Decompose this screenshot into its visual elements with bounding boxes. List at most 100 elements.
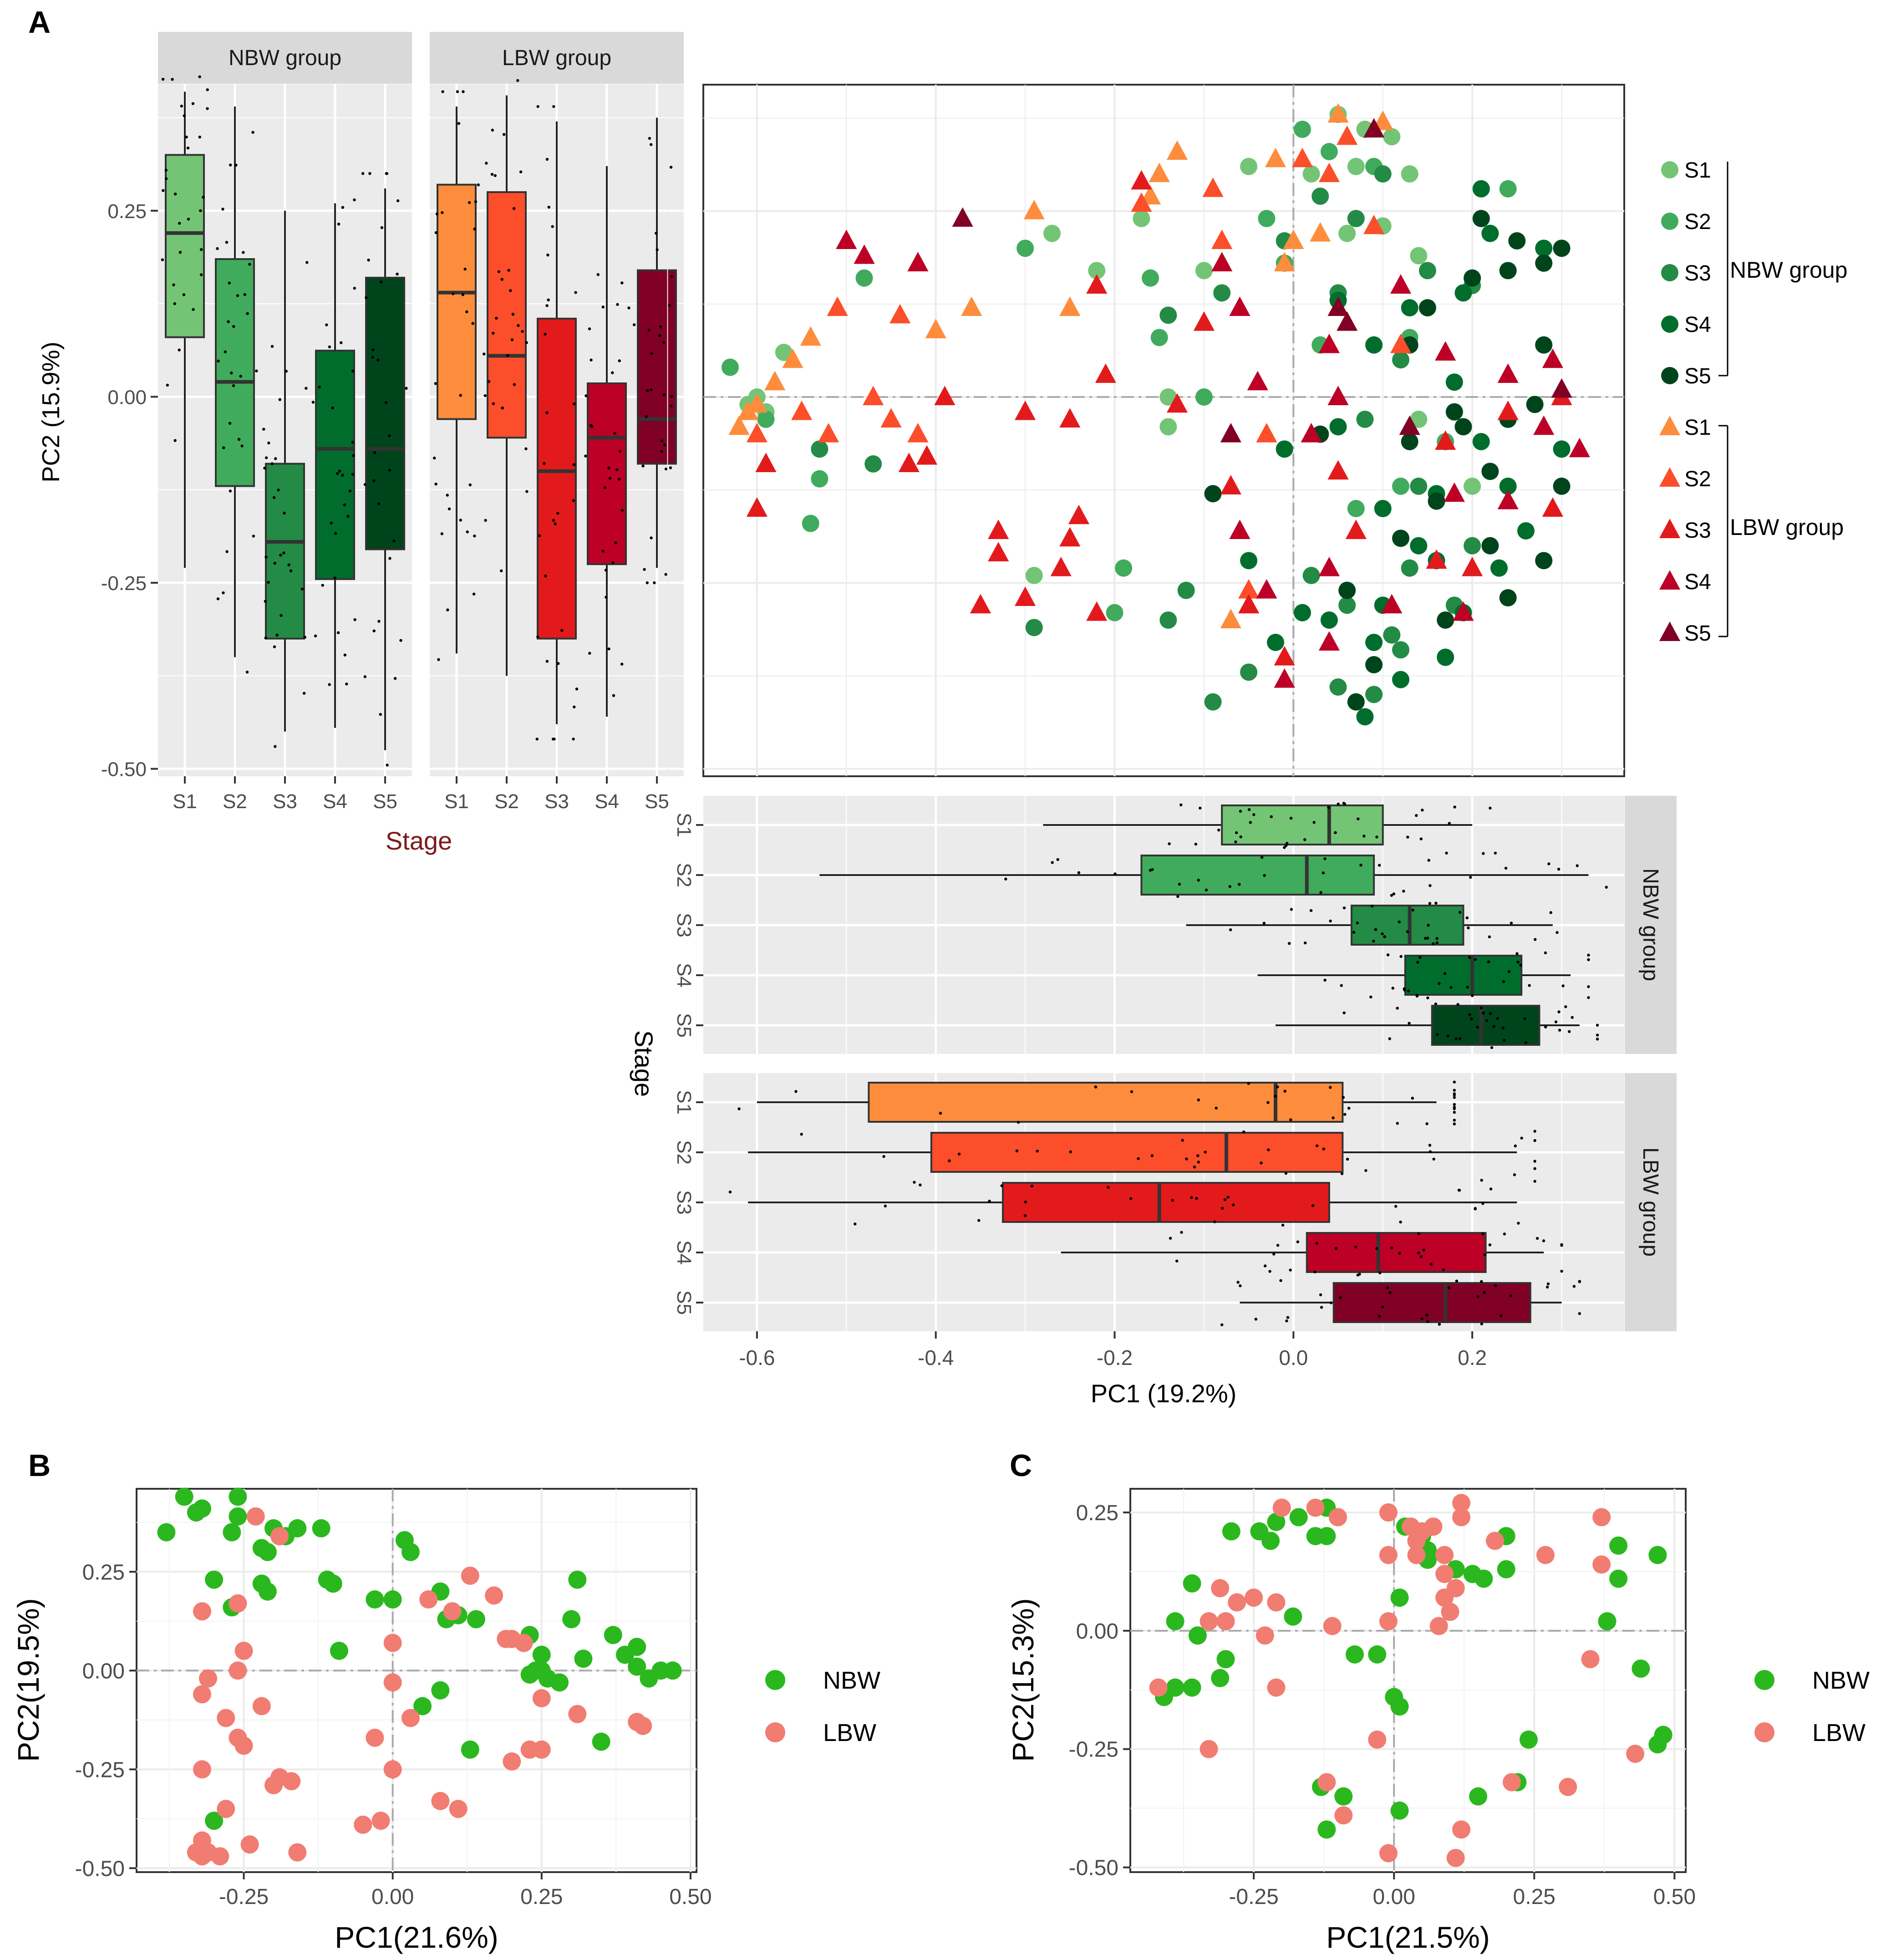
point-nbw-s2 bbox=[1293, 121, 1311, 138]
pc1-boxplot-panel: NBW group LBW group S1 S2 S3 S4 S5 S1 S2 S3 S4 S5… bbox=[630, 796, 1677, 1408]
point-nbw bbox=[1390, 1801, 1409, 1820]
point-lbw bbox=[193, 1602, 211, 1621]
sample-dot bbox=[185, 135, 188, 139]
point-lbw bbox=[211, 1847, 229, 1866]
point-nbw-s4 bbox=[1472, 180, 1490, 198]
point-nbw bbox=[1284, 1607, 1302, 1626]
sample-dot bbox=[1285, 1319, 1288, 1323]
legend-key-nbw-s4 bbox=[1661, 316, 1678, 333]
sample-dot bbox=[1178, 882, 1181, 886]
sample-dot bbox=[440, 532, 444, 535]
sample-dot bbox=[557, 662, 560, 665]
point-lbw-s3 bbox=[746, 497, 768, 517]
sample-dot bbox=[303, 636, 306, 639]
sample-dot bbox=[1262, 921, 1266, 925]
sample-dot bbox=[663, 443, 666, 447]
point-nbw bbox=[550, 1673, 569, 1692]
point-lbw-s4 bbox=[1318, 556, 1340, 576]
point-lbw-s3 bbox=[1274, 646, 1295, 666]
point-lbw bbox=[1256, 1626, 1274, 1645]
sample-dot bbox=[255, 369, 258, 372]
sample-dot bbox=[1528, 984, 1531, 987]
sample-dot bbox=[1467, 926, 1470, 930]
sample-dot bbox=[1378, 864, 1381, 867]
sample-dot bbox=[655, 232, 658, 235]
point-lbw-s1 bbox=[1149, 163, 1170, 182]
point-nbw bbox=[604, 1626, 622, 1644]
sample-dot bbox=[1533, 1180, 1536, 1183]
sample-dot bbox=[1107, 1186, 1110, 1189]
sample-dot bbox=[245, 670, 249, 674]
point-nbw-s5 bbox=[1535, 336, 1553, 354]
sample-dot bbox=[854, 1222, 857, 1226]
point-nbw-s5 bbox=[1535, 552, 1553, 570]
sample-dot bbox=[1290, 908, 1293, 911]
sample-dot bbox=[502, 133, 506, 136]
sample-dot bbox=[1015, 1149, 1019, 1153]
point-lbw-s3 bbox=[1497, 400, 1519, 420]
point-lbw bbox=[1334, 1806, 1353, 1825]
point-nbw bbox=[1317, 1820, 1336, 1839]
sample-dot bbox=[620, 281, 624, 285]
sample-dot bbox=[282, 551, 285, 555]
sample-dot bbox=[1501, 1026, 1505, 1030]
point-nbw-s3 bbox=[811, 440, 829, 458]
sample-dot bbox=[363, 483, 367, 486]
point-lbw bbox=[443, 1602, 462, 1621]
point-nbw bbox=[532, 1645, 551, 1664]
sample-dot bbox=[264, 555, 268, 559]
sample-dot bbox=[487, 380, 491, 383]
point-lbw bbox=[1317, 1773, 1336, 1792]
point-nbw-s5 bbox=[1553, 478, 1571, 495]
sample-dot bbox=[228, 281, 231, 285]
point-nbw-s2 bbox=[1195, 388, 1213, 406]
point-nbw bbox=[1345, 1645, 1364, 1664]
sample-dot bbox=[556, 511, 559, 515]
point-nbw-s2 bbox=[1142, 269, 1159, 287]
sample-dot bbox=[1587, 996, 1590, 999]
point-lbw bbox=[1592, 1555, 1611, 1574]
point-nbw-s2 bbox=[1150, 329, 1168, 346]
sample-dot bbox=[659, 325, 662, 329]
sample-dot bbox=[1438, 1323, 1441, 1326]
sample-dot bbox=[1190, 1196, 1193, 1199]
sample-dot bbox=[240, 444, 244, 448]
sample-dot bbox=[305, 261, 309, 264]
sample-dot bbox=[461, 293, 465, 296]
box-nbw-s5 bbox=[365, 276, 405, 550]
box-nbw-s3 bbox=[265, 463, 305, 640]
hbox-lbw-s1 bbox=[868, 1082, 1344, 1123]
sample-dot bbox=[318, 386, 321, 389]
panel-c-scatter: -0.25 0.00 0.25 0.50 -0.50 -0.25 0.00 0.25 NBW L… bbox=[1006, 1488, 1870, 1954]
sample-dot bbox=[1024, 1200, 1027, 1204]
sample-dot bbox=[396, 199, 400, 203]
sample-dot bbox=[538, 534, 541, 537]
sample-dot bbox=[1578, 1312, 1581, 1315]
point-lbw bbox=[246, 1507, 265, 1526]
sample-dot bbox=[216, 247, 219, 250]
point-lbw-s3 bbox=[898, 453, 920, 472]
point-nbw bbox=[1334, 1787, 1353, 1806]
box-nbw-s2 bbox=[215, 258, 255, 487]
sample-dot bbox=[613, 432, 616, 435]
point-lbw-s3 bbox=[1086, 274, 1108, 294]
sample-dot bbox=[186, 146, 190, 150]
sample-dot bbox=[232, 325, 235, 328]
sample-dot bbox=[1488, 935, 1491, 938]
sample-dot bbox=[198, 135, 201, 139]
sample-dot bbox=[495, 316, 498, 320]
point-nbw-s2 bbox=[1392, 478, 1409, 495]
sample-dot bbox=[1421, 809, 1424, 812]
y-tick-label: 0.25 bbox=[107, 200, 147, 223]
sample-dot bbox=[615, 468, 619, 472]
sample-dot bbox=[1432, 942, 1435, 946]
sample-dot bbox=[1419, 837, 1423, 840]
sample-dot bbox=[202, 195, 205, 199]
sample-dot bbox=[603, 486, 607, 489]
sample-dot bbox=[1576, 864, 1579, 867]
point-nbw bbox=[324, 1574, 342, 1593]
sample-dot bbox=[1560, 1243, 1563, 1246]
point-lbw-s4 bbox=[1301, 423, 1322, 443]
sample-dot bbox=[1578, 1280, 1581, 1283]
sample-dot bbox=[1322, 1147, 1325, 1151]
